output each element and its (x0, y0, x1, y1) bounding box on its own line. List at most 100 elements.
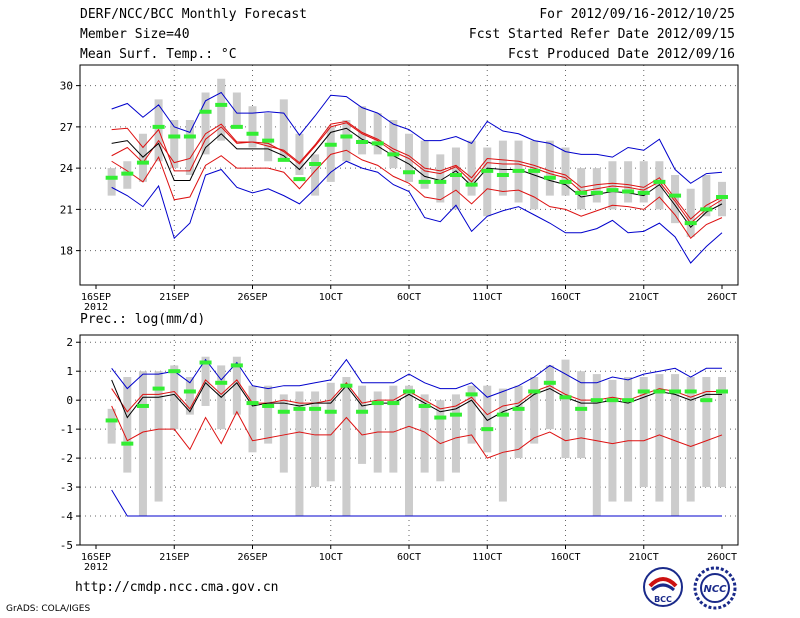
prec-ensemble-box (342, 377, 351, 517)
prec-ytick-label: 1 (66, 365, 73, 378)
prec-xtick-label: 21OCT (629, 552, 659, 563)
temp-xtick-label: 26SEP (237, 292, 267, 303)
prec-obs-marker (246, 401, 259, 406)
prec-series-lower (111, 405, 723, 459)
prec-ensemble-box (483, 385, 492, 453)
temp-obs-marker (199, 109, 212, 114)
prec-ensemble-box (655, 374, 664, 502)
prec-obs-marker (168, 369, 181, 374)
temp-obs-marker (403, 170, 415, 175)
prec-ensemble-box (686, 377, 695, 502)
temp-ensemble-box (185, 120, 194, 175)
prec-series-mean (111, 379, 722, 422)
prec-xtick-label: 21SEP (159, 552, 189, 563)
temp-year-label: 2012 (84, 302, 108, 313)
prec-year-label: 2012 (84, 562, 108, 573)
chart-title: DERF/NCC/BCC Monthly Forecast (80, 7, 307, 22)
temp-obs-marker (684, 221, 697, 226)
prec-obs-marker (716, 389, 728, 394)
temp-obs-marker (622, 189, 635, 194)
prec-obs-marker (136, 403, 149, 408)
ncc-logo-globe (700, 573, 730, 603)
temp-obs-marker (262, 138, 275, 143)
source-url[interactable]: http://cmdp.ncc.cma.gov.cn (75, 580, 279, 595)
temp-ensemble-box (170, 120, 179, 169)
prec-xtick-label: 6OCT (397, 552, 421, 563)
temp-xtick-label: 21OCT (629, 292, 659, 303)
temp-ensemble-box (138, 133, 147, 182)
temp-obs-marker (637, 190, 650, 195)
prec-obs-marker (403, 389, 415, 394)
prec-ensemble-box (498, 388, 507, 502)
temp-xtick-label: 1OCT (319, 292, 343, 303)
temp-ensemble-box (201, 92, 210, 155)
prec-obs-marker (684, 389, 697, 394)
temp-ensemble-box (436, 154, 445, 203)
temp-ytick-label: 30 (60, 80, 73, 93)
prec-obs-marker (543, 380, 556, 385)
prec-panel-title: Prec.: log(mm/d) (80, 312, 205, 327)
ncc-logo-text: NCC (703, 584, 727, 595)
header-right: For 2012/09/16-2012/10/25 Fcst Started Re… (469, 5, 735, 65)
forecast-period: For 2012/09/16-2012/10/25 (539, 7, 735, 22)
prec-ytick-label: -2 (60, 452, 73, 465)
member-size: Member Size=40 (80, 27, 190, 42)
temp-ensemble-box (624, 161, 633, 203)
temp-xtick-label: 6OCT (397, 292, 421, 303)
temp-series-max (111, 91, 723, 184)
prec-ensemble-box (311, 391, 320, 488)
prec-ytick-label: -4 (60, 510, 74, 523)
temp-obs-marker (716, 195, 728, 199)
prec-obs-marker (622, 398, 635, 403)
temp-obs-marker (136, 160, 149, 165)
prec-obs-marker (575, 406, 588, 411)
bcc-logo-swirl (650, 583, 676, 592)
prec-series-min (111, 489, 722, 517)
temp-ensemble-box (358, 106, 367, 155)
grads-credit: GrADS: COLA/IGES (6, 604, 91, 614)
prec-ensemble-box (326, 382, 335, 482)
temp-ensemble-box (561, 147, 570, 196)
temp-obs-marker (246, 131, 259, 136)
temp-xtick-label: 11OCT (472, 292, 502, 303)
bcc-logo-ring (643, 567, 683, 607)
header-left: DERF/NCC/BCC Monthly Forecast Member Size… (80, 5, 307, 65)
prec-ensemble-box (514, 385, 523, 459)
prec-ensemble-box (702, 377, 711, 488)
prec-ensemble-box (624, 377, 633, 502)
temp-ensemble-box (483, 147, 492, 217)
temp-series-upper (111, 120, 723, 220)
prec-ensemble-box (577, 371, 586, 459)
prec-xtick-label: 26OCT (707, 552, 737, 563)
prec-obs-marker (152, 386, 165, 391)
prec-obs-marker (387, 401, 400, 406)
temp-ensemble-box (342, 120, 351, 162)
prec-ytick-label: -3 (60, 481, 73, 494)
temp-ensemble-box (718, 181, 726, 217)
bcc-logo-text: BCC (654, 595, 672, 604)
prec-ensemble-box (185, 377, 194, 415)
temp-obs-marker (340, 134, 353, 139)
prec-obs-marker (700, 398, 713, 403)
temp-ensemble-box (702, 175, 711, 217)
prec-obs-marker (340, 383, 353, 388)
ncc-logo: NCC (693, 566, 737, 610)
temp-obs-marker (434, 179, 447, 184)
temp-obs-marker (606, 188, 619, 193)
prec-ensemble-box (405, 385, 413, 517)
temp-obs-marker (543, 175, 556, 180)
prec-obs-marker (653, 389, 666, 394)
prec-xtick-label: 11OCT (472, 552, 502, 563)
prec-ytick-label: 2 (66, 336, 73, 349)
temp-obs-marker (590, 190, 603, 195)
temp-xtick-label: 21SEP (159, 292, 189, 303)
temp-xtick-label: 16SEP (81, 292, 111, 303)
temp-ensemble-box (608, 161, 617, 210)
prec-obs-marker (449, 412, 462, 417)
temp-ensemble-box (107, 168, 116, 196)
prec-obs-marker (356, 409, 369, 414)
prec-obs-marker (637, 389, 650, 394)
temp-ytick-label: 24 (60, 162, 74, 175)
temp-obs-marker (559, 179, 572, 184)
prec-ensemble-box (530, 377, 539, 444)
